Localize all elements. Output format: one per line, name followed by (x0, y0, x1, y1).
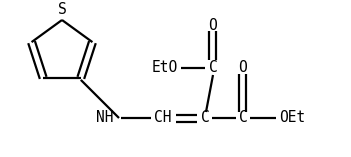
Text: O: O (208, 17, 217, 32)
Text: CH: CH (154, 111, 172, 125)
Text: S: S (58, 3, 66, 17)
Text: C: C (239, 111, 247, 125)
Text: O: O (239, 60, 247, 76)
Text: OEt: OEt (279, 111, 305, 125)
Text: EtO: EtO (152, 60, 178, 76)
Text: C: C (208, 60, 217, 76)
Text: C: C (201, 111, 210, 125)
Text: NH: NH (96, 111, 114, 125)
